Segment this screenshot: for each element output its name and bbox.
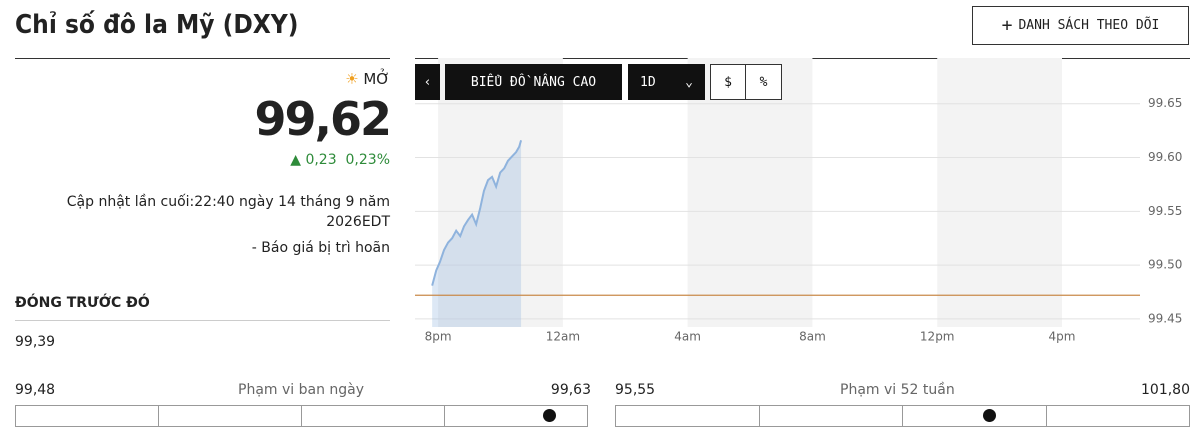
x-tick-label: 8pm [425,330,452,344]
chevron: ⌄ [685,74,693,90]
change: ▲ 0,23 0,23% [290,152,390,168]
range-label: Phạm vi 52 tuần [840,382,955,398]
y-tick-label: 99.65 [1148,96,1182,110]
percent-button[interactable]: % [745,64,782,100]
range-bar [15,405,588,427]
chart: 99.45 99.50 99.55 99.60 99.65 8pm 12am 4am 8am 12… [415,58,1182,344]
market-status: ☀ MỞ [345,70,390,88]
y-tick-label: 99.50 [1148,258,1182,272]
range-label: Phạm vi ban ngày [238,382,365,398]
divider [15,58,390,59]
back-button[interactable]: ‹ [415,64,440,100]
divider [15,320,390,321]
price: 99,62 [254,92,392,146]
x-tick-label: 8am [799,330,826,344]
change-percent: 0,23% [345,152,390,168]
range-low: 95,55 [615,382,656,398]
time-band [687,58,813,327]
watchlist-label: DANH SÁCH THEO DÕI [1018,18,1160,33]
sun-icon: ☀ [345,70,359,88]
range-high: 101,80 [1141,382,1190,398]
y-tick-label: 99.55 [1148,204,1182,218]
plus-icon: + [1001,15,1013,36]
time-band [438,58,563,327]
range-high: 99,63 [550,382,591,398]
updated: Cập nhật lần cuối:22:40 ngày 14 tháng 9 … [66,194,390,230]
range-marker [982,409,996,422]
time-band [937,58,1063,327]
x-tick-label: 12am [546,330,580,344]
y-tick-label: 99.45 [1148,311,1182,325]
status-text: MỞ [363,70,390,88]
delay-note: - Báo giá bị trì hoãn [251,240,390,256]
x-tick-label: 4pm [1049,330,1076,344]
x-tick-label: 12pm [920,330,955,344]
y-tick-label: 99.60 [1148,150,1182,164]
x-tick-label: 4am [674,330,701,344]
range-bar [615,405,1190,427]
period-select[interactable]: 1D ⌄ [628,64,705,100]
change-value: 0,23 [305,152,337,168]
period-label: 1D [640,74,656,90]
range-low: 99,48 [15,382,56,398]
previous-close-label: ĐÓNG TRƯỚC ĐÓ [15,295,150,311]
dollar-button[interactable]: $ [710,64,746,100]
area [432,140,522,327]
previous-close-value: 99,39 [15,334,56,350]
page-title: Chỉ số đô la Mỹ (DXY) [15,10,299,40]
price-line [431,140,523,286]
watchlist-button[interactable]: + DANH SÁCH THEO DÕI [972,6,1189,45]
range-marker [543,409,557,422]
advanced-chart-button[interactable]: BIỂU ĐỒ NÂNG CAO [445,64,622,100]
